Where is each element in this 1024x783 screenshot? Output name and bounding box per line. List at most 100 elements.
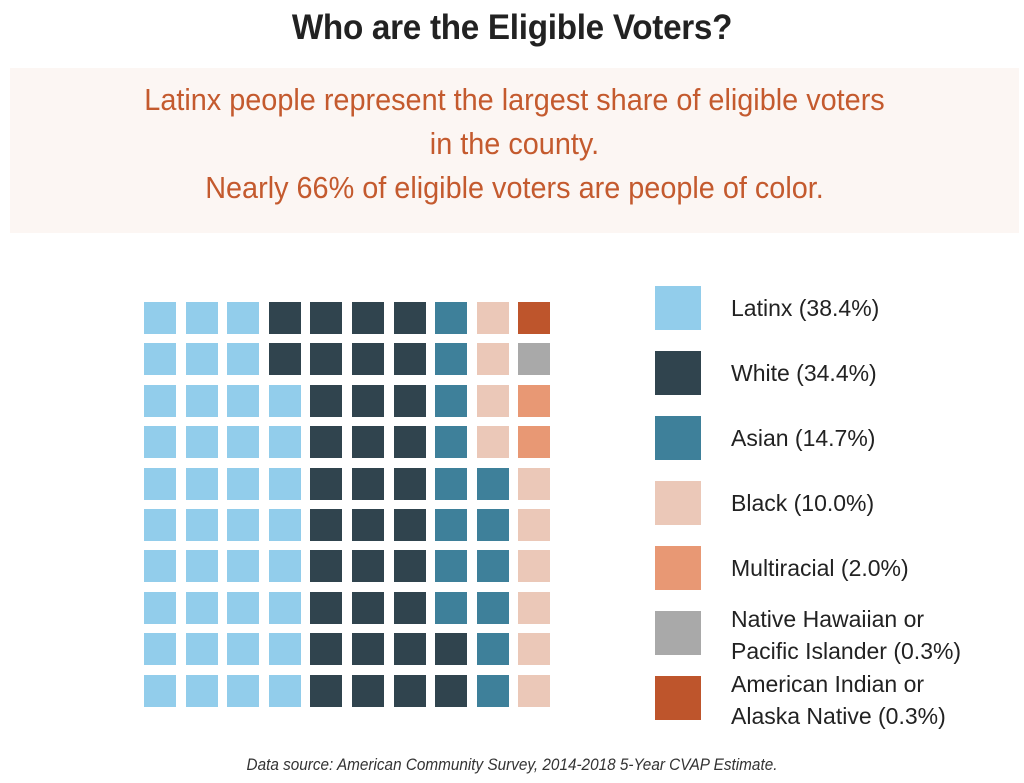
waffle-cell-black [518, 674, 551, 707]
legend-swatch-multiracial [655, 546, 701, 590]
waffle-cell-latinx [144, 633, 176, 666]
waffle-cell-latinx [227, 633, 260, 666]
waffle-cell-latinx [144, 591, 176, 624]
legend-label-text: Asian (14.7%) [731, 425, 876, 451]
waffle-cell-white [393, 384, 426, 417]
waffle-cell-black [476, 384, 509, 417]
waffle-cell-white [352, 633, 384, 666]
legend-swatch-american-indian [655, 676, 701, 720]
waffle-cell-latinx [227, 426, 260, 459]
legend-label-text: Black (10.0%) [731, 490, 875, 516]
legend-label-text: White (34.4%) [731, 360, 877, 386]
waffle-cell-white [393, 302, 426, 334]
waffle-cell-latinx [268, 426, 301, 459]
waffle-cell-latinx [144, 343, 176, 376]
waffle-cell-white [310, 302, 343, 334]
waffle-cell-latinx [185, 467, 218, 500]
legend-label-american-indian: American Indian or Alaska Native (0.3%) [731, 668, 946, 732]
legend-swatch-native-hawaiian [655, 611, 701, 655]
waffle-cell-white [352, 591, 384, 624]
waffle-cell-asian [435, 302, 468, 334]
waffle-cell-white [352, 384, 384, 417]
waffle-cell-white [352, 509, 384, 541]
waffle-cell-latinx [268, 509, 301, 541]
waffle-cell-black [476, 426, 509, 459]
waffle-cell-asian [476, 550, 509, 583]
waffle-cell-white [352, 467, 384, 500]
waffle-cell-white [435, 633, 468, 666]
waffle-cell-black [518, 591, 551, 624]
waffle-cell-white [393, 550, 426, 583]
waffle-cell-white [310, 591, 343, 624]
waffle-cell-black [476, 343, 509, 376]
waffle-cell-white [393, 674, 426, 707]
waffle-cell-asian [435, 509, 468, 541]
waffle-cell-asian [476, 591, 509, 624]
waffle-cell-white [393, 343, 426, 376]
waffle-cell-asian [435, 591, 468, 624]
legend-label-multiracial: Multiracial (2.0%) [731, 554, 909, 582]
legend-label-latinx: Latinx (38.4%) [731, 294, 879, 322]
waffle-cell-latinx [227, 674, 260, 707]
waffle-cell-multiracial [518, 426, 551, 459]
waffle-cell-latinx [185, 426, 218, 459]
waffle-cell-white [310, 426, 343, 459]
waffle-cell-white [352, 302, 384, 334]
waffle-cell-white [393, 633, 426, 666]
waffle-cell-american [518, 302, 551, 334]
legend-label-asian: Asian (14.7%) [731, 424, 875, 452]
waffle-cell-latinx [144, 509, 176, 541]
callout-line-1: Latinx people represent the largest shar… [144, 82, 885, 117]
waffle-cell-latinx [185, 302, 218, 334]
legend-swatch-latinx [655, 286, 701, 330]
waffle-cell-latinx [144, 674, 176, 707]
waffle-cell-white [310, 384, 343, 417]
waffle-cell-asian [476, 509, 509, 541]
waffle-cell-latinx [227, 509, 260, 541]
waffle-cell-white [268, 343, 301, 376]
waffle-cell-white [435, 674, 468, 707]
waffle-cell-asian [435, 343, 468, 376]
waffle-cell-latinx [185, 384, 218, 417]
legend-label-text: Multiracial (2.0%) [731, 555, 909, 581]
waffle-cell-black [518, 550, 551, 583]
waffle-cell-black [518, 509, 551, 541]
callout-line-2: in the county. [429, 126, 600, 161]
waffle-cell-latinx [227, 550, 260, 583]
legend-label-text-line-1: Native Hawaiian or [731, 606, 925, 632]
waffle-cell-latinx [268, 550, 301, 583]
legend-label-white: White (34.4%) [731, 359, 877, 387]
waffle-cell-asian [435, 467, 468, 500]
waffle-cell-latinx [227, 302, 260, 334]
waffle-cell-white [310, 467, 343, 500]
legend-label-text-line-2: Pacific Islander (0.3%) [731, 638, 962, 664]
waffle-cell-latinx [185, 633, 218, 666]
waffle-cell-asian [476, 633, 509, 666]
waffle-cell-latinx [227, 591, 260, 624]
waffle-cell-latinx [144, 550, 176, 583]
waffle-cell-white [310, 674, 343, 707]
waffle-cell-latinx [144, 467, 176, 500]
callout-line-3: Nearly 66% of eligible voters are people… [205, 170, 824, 205]
legend-label-text-line-1: American Indian or [731, 671, 925, 697]
data-source-note: Data source: American Community Survey, … [246, 755, 778, 774]
chart-title: Who are the Eligible Voters? [291, 8, 733, 47]
waffle-cell-white [352, 343, 384, 376]
waffle-cell-black [476, 302, 509, 334]
waffle-cell-asian [476, 674, 509, 707]
waffle-cell-white [310, 343, 343, 376]
waffle-cell-white [393, 591, 426, 624]
legend-swatch-asian [655, 416, 701, 460]
waffle-cell-latinx [185, 550, 218, 583]
waffle-cell-white [393, 509, 426, 541]
waffle-cell-latinx [268, 633, 301, 666]
legend-label-native-hawaiian: Native Hawaiian or Pacific Islander (0.3%… [731, 603, 961, 667]
waffle-cell-multiracial [518, 384, 551, 417]
waffle-cell-latinx [268, 384, 301, 417]
legend-label-text-line-2: Alaska Native (0.3%) [731, 703, 946, 729]
waffle-cell-asian [476, 467, 509, 500]
waffle-cell-latinx [268, 674, 301, 707]
waffle-cell-latinx [227, 384, 260, 417]
waffle-cell-latinx [227, 467, 260, 500]
